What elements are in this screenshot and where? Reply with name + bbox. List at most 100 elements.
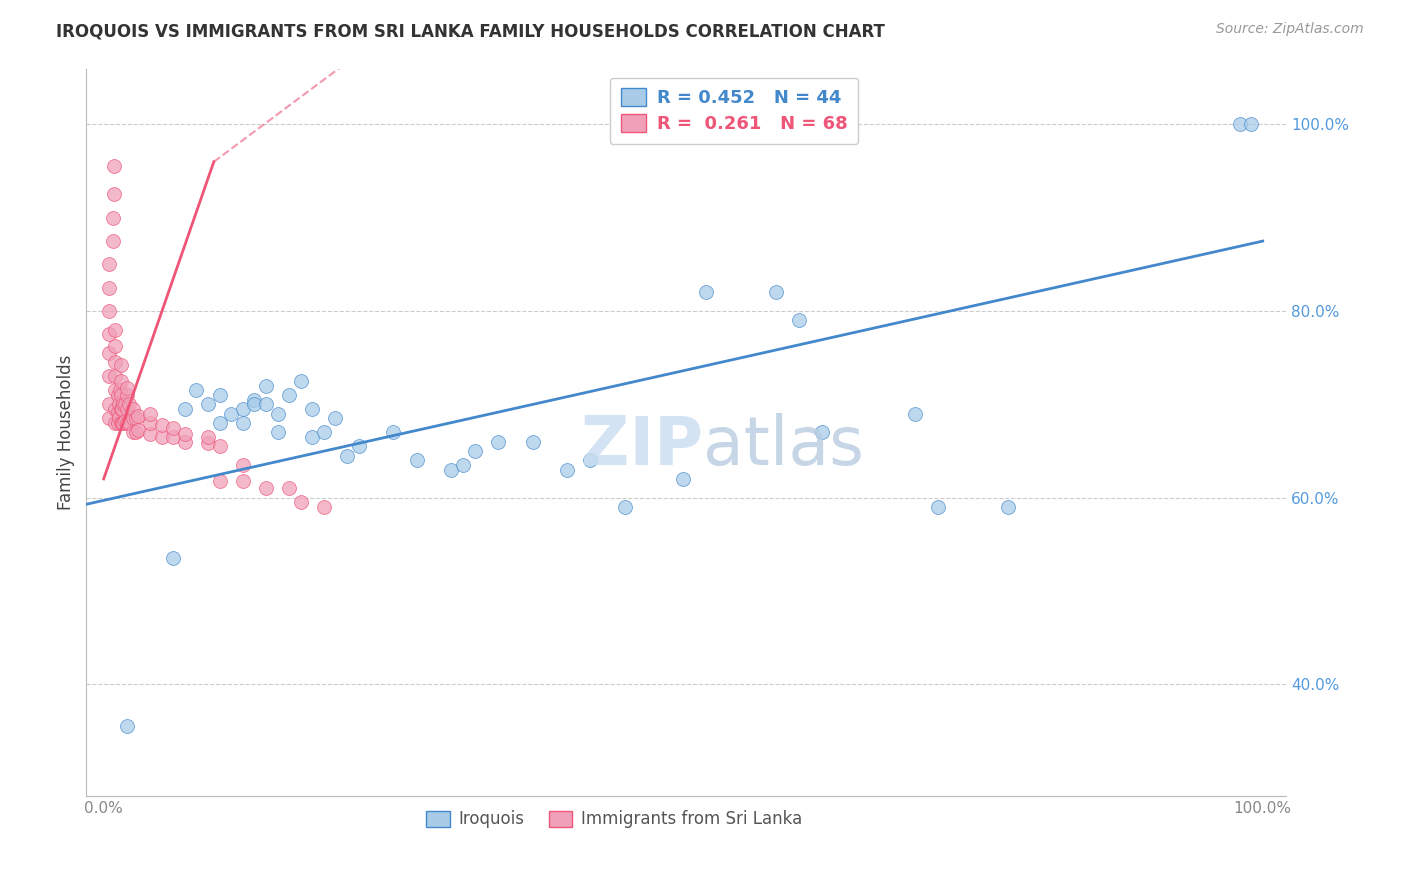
Point: [464, 444, 486, 458]
Point: [765, 285, 787, 300]
Point: [232, 416, 254, 430]
Point: [278, 481, 301, 495]
Text: ZIP: ZIP: [581, 413, 703, 479]
Point: [127, 409, 149, 423]
Point: [103, 187, 125, 202]
Point: [243, 397, 266, 411]
Point: [115, 719, 138, 733]
Point: [114, 397, 136, 411]
Point: [486, 434, 509, 449]
Point: [254, 481, 277, 495]
Point: [115, 402, 138, 417]
Point: [208, 474, 231, 488]
Point: [107, 397, 129, 411]
Point: [139, 407, 162, 421]
Point: [614, 500, 637, 514]
Point: [125, 425, 148, 440]
Point: [98, 411, 121, 425]
Point: [325, 411, 347, 425]
Point: [104, 416, 127, 430]
Point: [104, 355, 127, 369]
Point: [150, 417, 173, 432]
Point: [197, 397, 219, 411]
Point: [208, 388, 231, 402]
Point: [111, 416, 134, 430]
Point: [197, 430, 219, 444]
Y-axis label: Family Households: Family Households: [58, 355, 75, 510]
Point: [98, 327, 121, 342]
Point: [104, 369, 127, 384]
Point: [440, 462, 463, 476]
Point: [266, 425, 288, 440]
Point: [110, 416, 132, 430]
Point: [162, 420, 184, 434]
Point: [121, 402, 143, 417]
Point: [98, 281, 121, 295]
Point: [254, 378, 277, 392]
Point: [290, 374, 312, 388]
Point: [278, 388, 301, 402]
Point: [232, 458, 254, 472]
Point: [115, 416, 138, 430]
Point: [118, 397, 141, 411]
Point: [405, 453, 427, 467]
Point: [98, 257, 121, 271]
Point: [997, 500, 1019, 514]
Point: [115, 388, 138, 402]
Point: [243, 392, 266, 407]
Point: [382, 425, 405, 440]
Point: [139, 416, 162, 430]
Point: [232, 402, 254, 417]
Point: [112, 416, 135, 430]
Point: [173, 434, 195, 449]
Text: Source: ZipAtlas.com: Source: ZipAtlas.com: [1216, 22, 1364, 37]
Point: [150, 430, 173, 444]
Point: [301, 430, 323, 444]
Point: [104, 402, 127, 417]
Point: [98, 346, 121, 360]
Point: [208, 439, 231, 453]
Point: [312, 425, 335, 440]
Point: [301, 402, 323, 417]
Point: [186, 384, 208, 398]
Point: [336, 449, 359, 463]
Point: [579, 453, 602, 467]
Point: [118, 416, 141, 430]
Point: [110, 402, 132, 417]
Point: [127, 424, 149, 438]
Point: [107, 410, 129, 425]
Point: [522, 434, 544, 449]
Text: atlas: atlas: [703, 413, 863, 479]
Point: [121, 411, 143, 425]
Point: [101, 234, 124, 248]
Point: [104, 323, 127, 337]
Point: [232, 474, 254, 488]
Point: [139, 427, 162, 442]
Point: [101, 211, 124, 225]
Point: [173, 427, 195, 442]
Point: [555, 462, 578, 476]
Point: [107, 388, 129, 402]
Point: [1240, 118, 1263, 132]
Point: [98, 369, 121, 384]
Point: [787, 313, 810, 327]
Point: [110, 374, 132, 388]
Point: [107, 405, 129, 419]
Point: [695, 285, 717, 300]
Point: [111, 402, 134, 417]
Point: [108, 384, 131, 398]
Point: [98, 397, 121, 411]
Point: [110, 358, 132, 372]
Point: [162, 551, 184, 566]
Point: [219, 407, 242, 421]
Point: [107, 416, 129, 430]
Point: [197, 436, 219, 450]
Point: [254, 397, 277, 411]
Point: [904, 407, 927, 421]
Point: [112, 397, 135, 411]
Point: [121, 425, 143, 440]
Point: [927, 500, 949, 514]
Point: [162, 430, 184, 444]
Point: [672, 472, 695, 486]
Point: [290, 495, 312, 509]
